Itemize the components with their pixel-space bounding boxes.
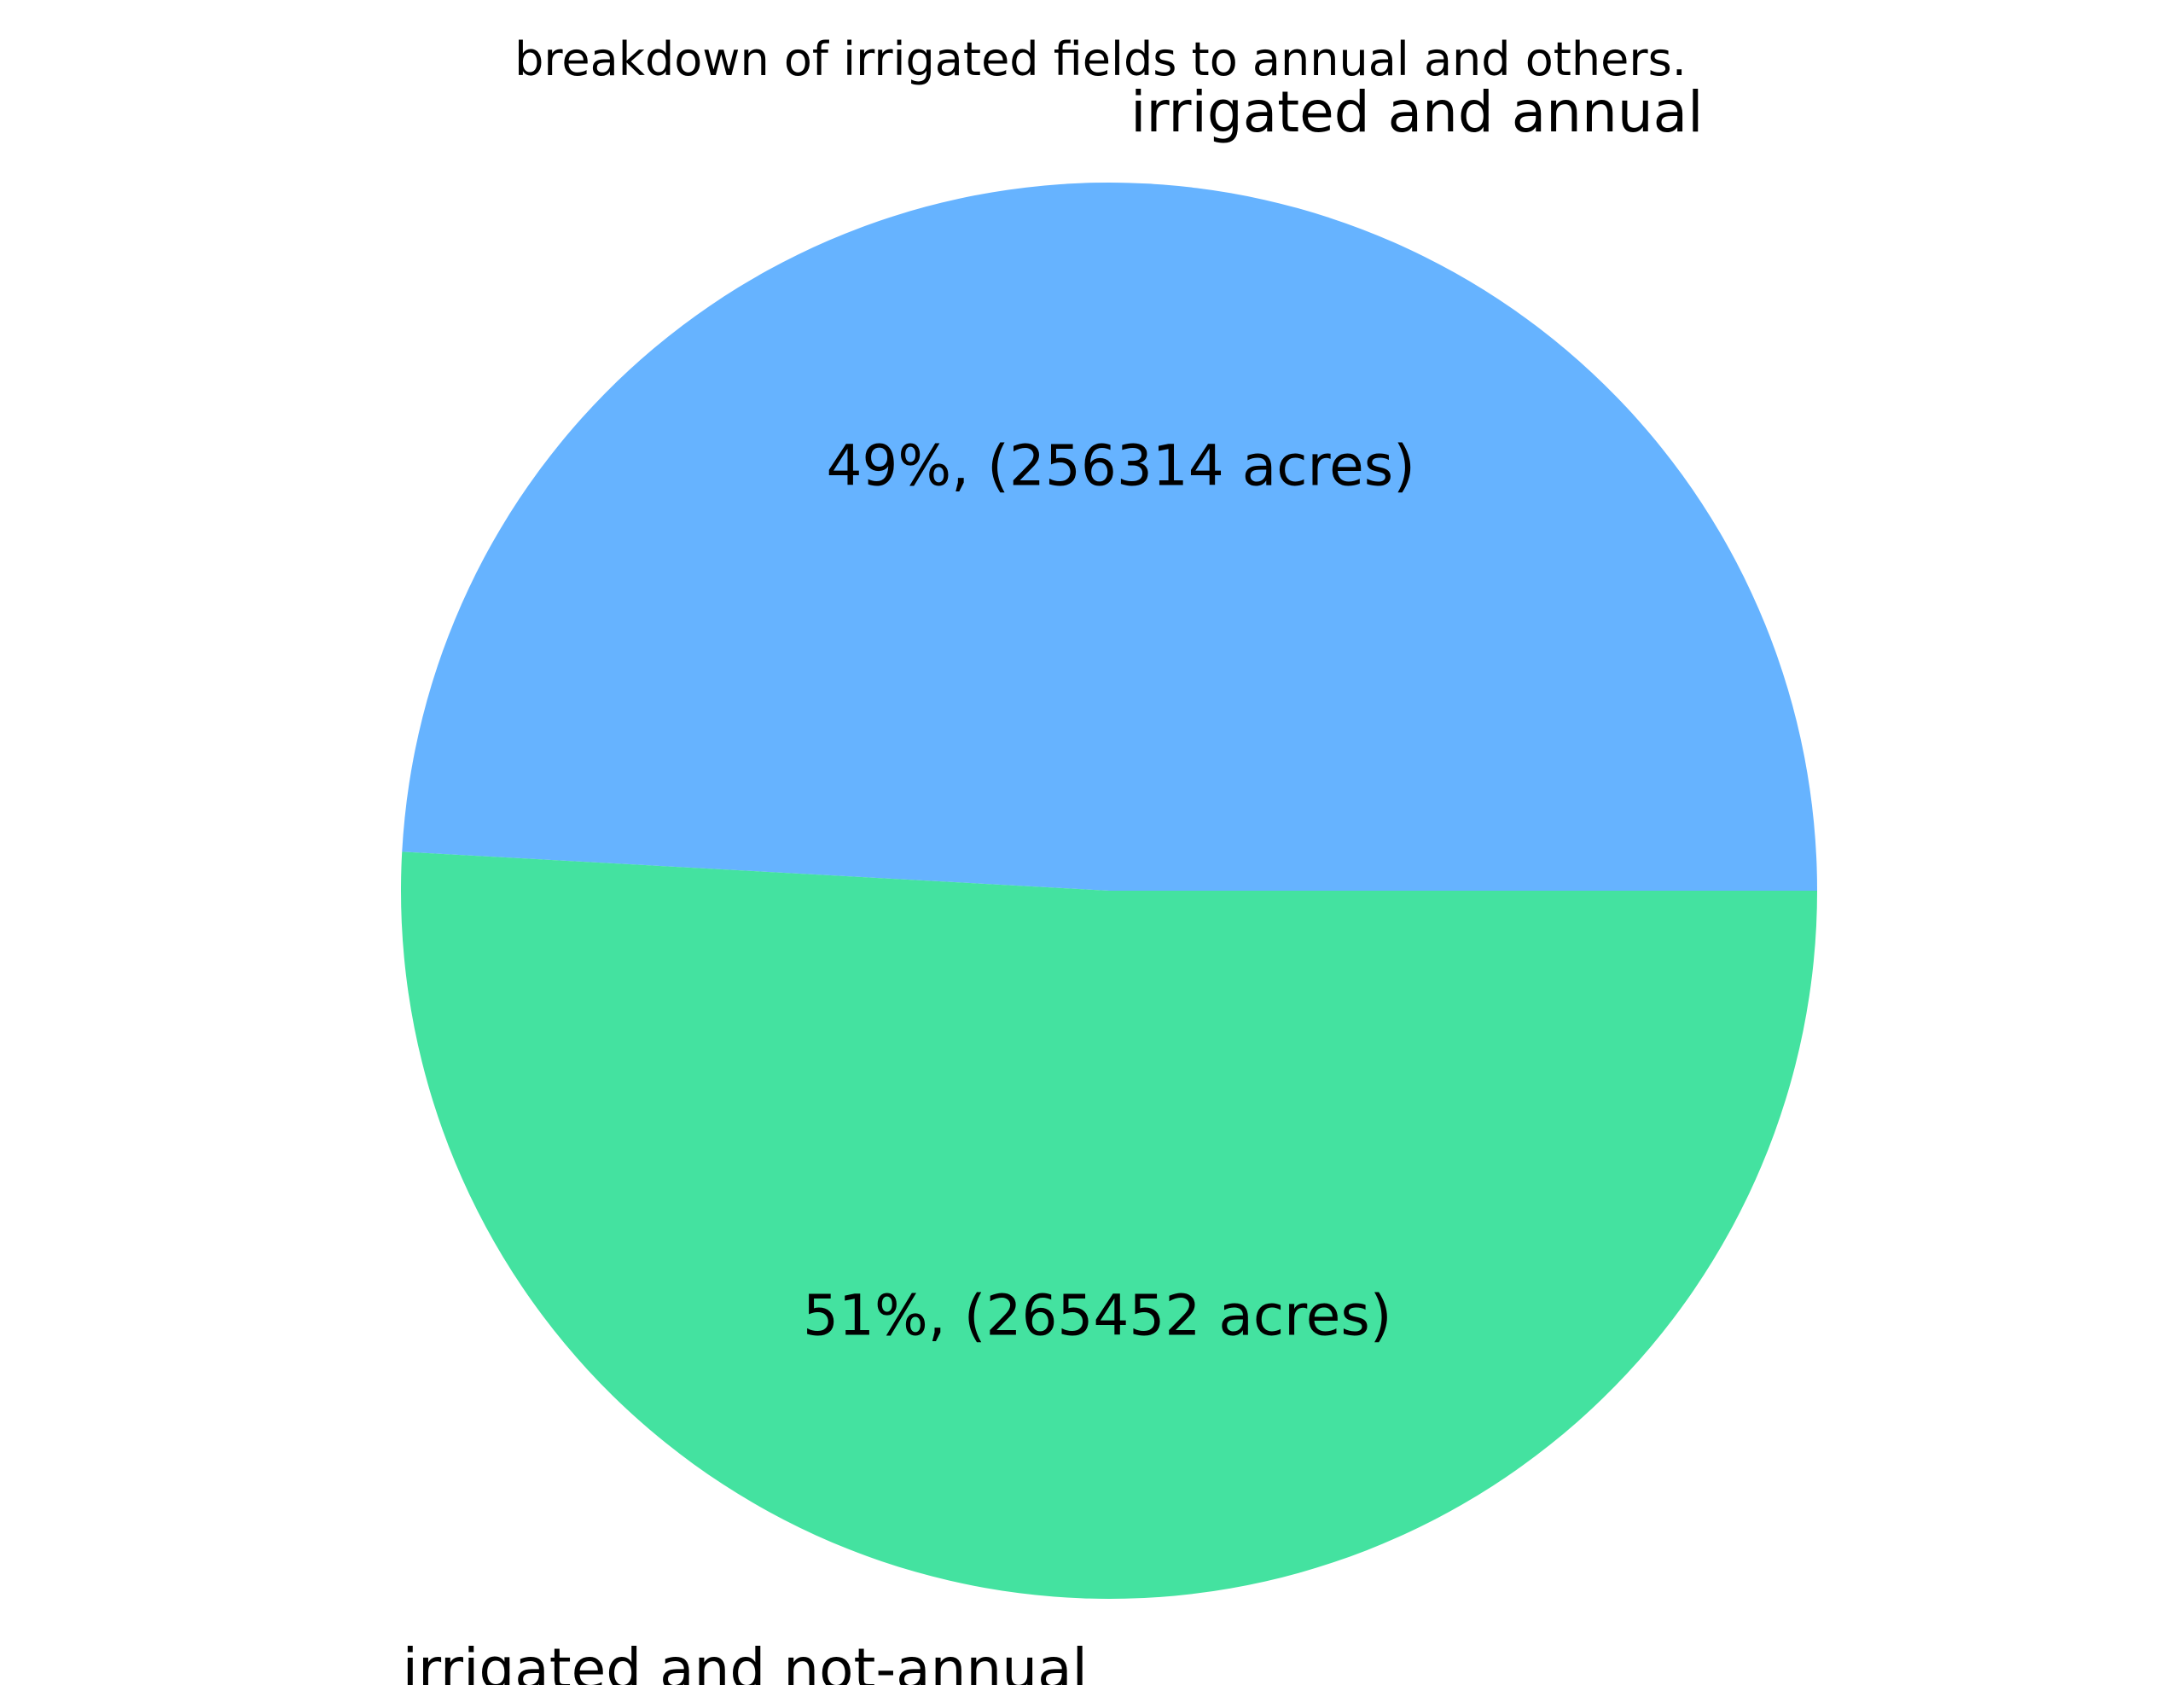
- pie-labels: irrigated and annual 49%, (256314 acres) i…: [403, 79, 1704, 1685]
- slice-data-label-1: 49%, (256314 acres): [826, 433, 1415, 499]
- pie-slice-1: [402, 183, 1818, 892]
- slice-label-2: irrigated and not-annual: [403, 1636, 1088, 1685]
- slice-data-label-2: 51%, (265452 acres): [803, 1282, 1392, 1348]
- pie-slices: [401, 183, 1818, 1600]
- chart-title: breakdown of irrigated fields to annual …: [514, 32, 1687, 86]
- pie-slice-2: [401, 851, 1817, 1600]
- slice-label-1: irrigated and annual: [1130, 79, 1703, 145]
